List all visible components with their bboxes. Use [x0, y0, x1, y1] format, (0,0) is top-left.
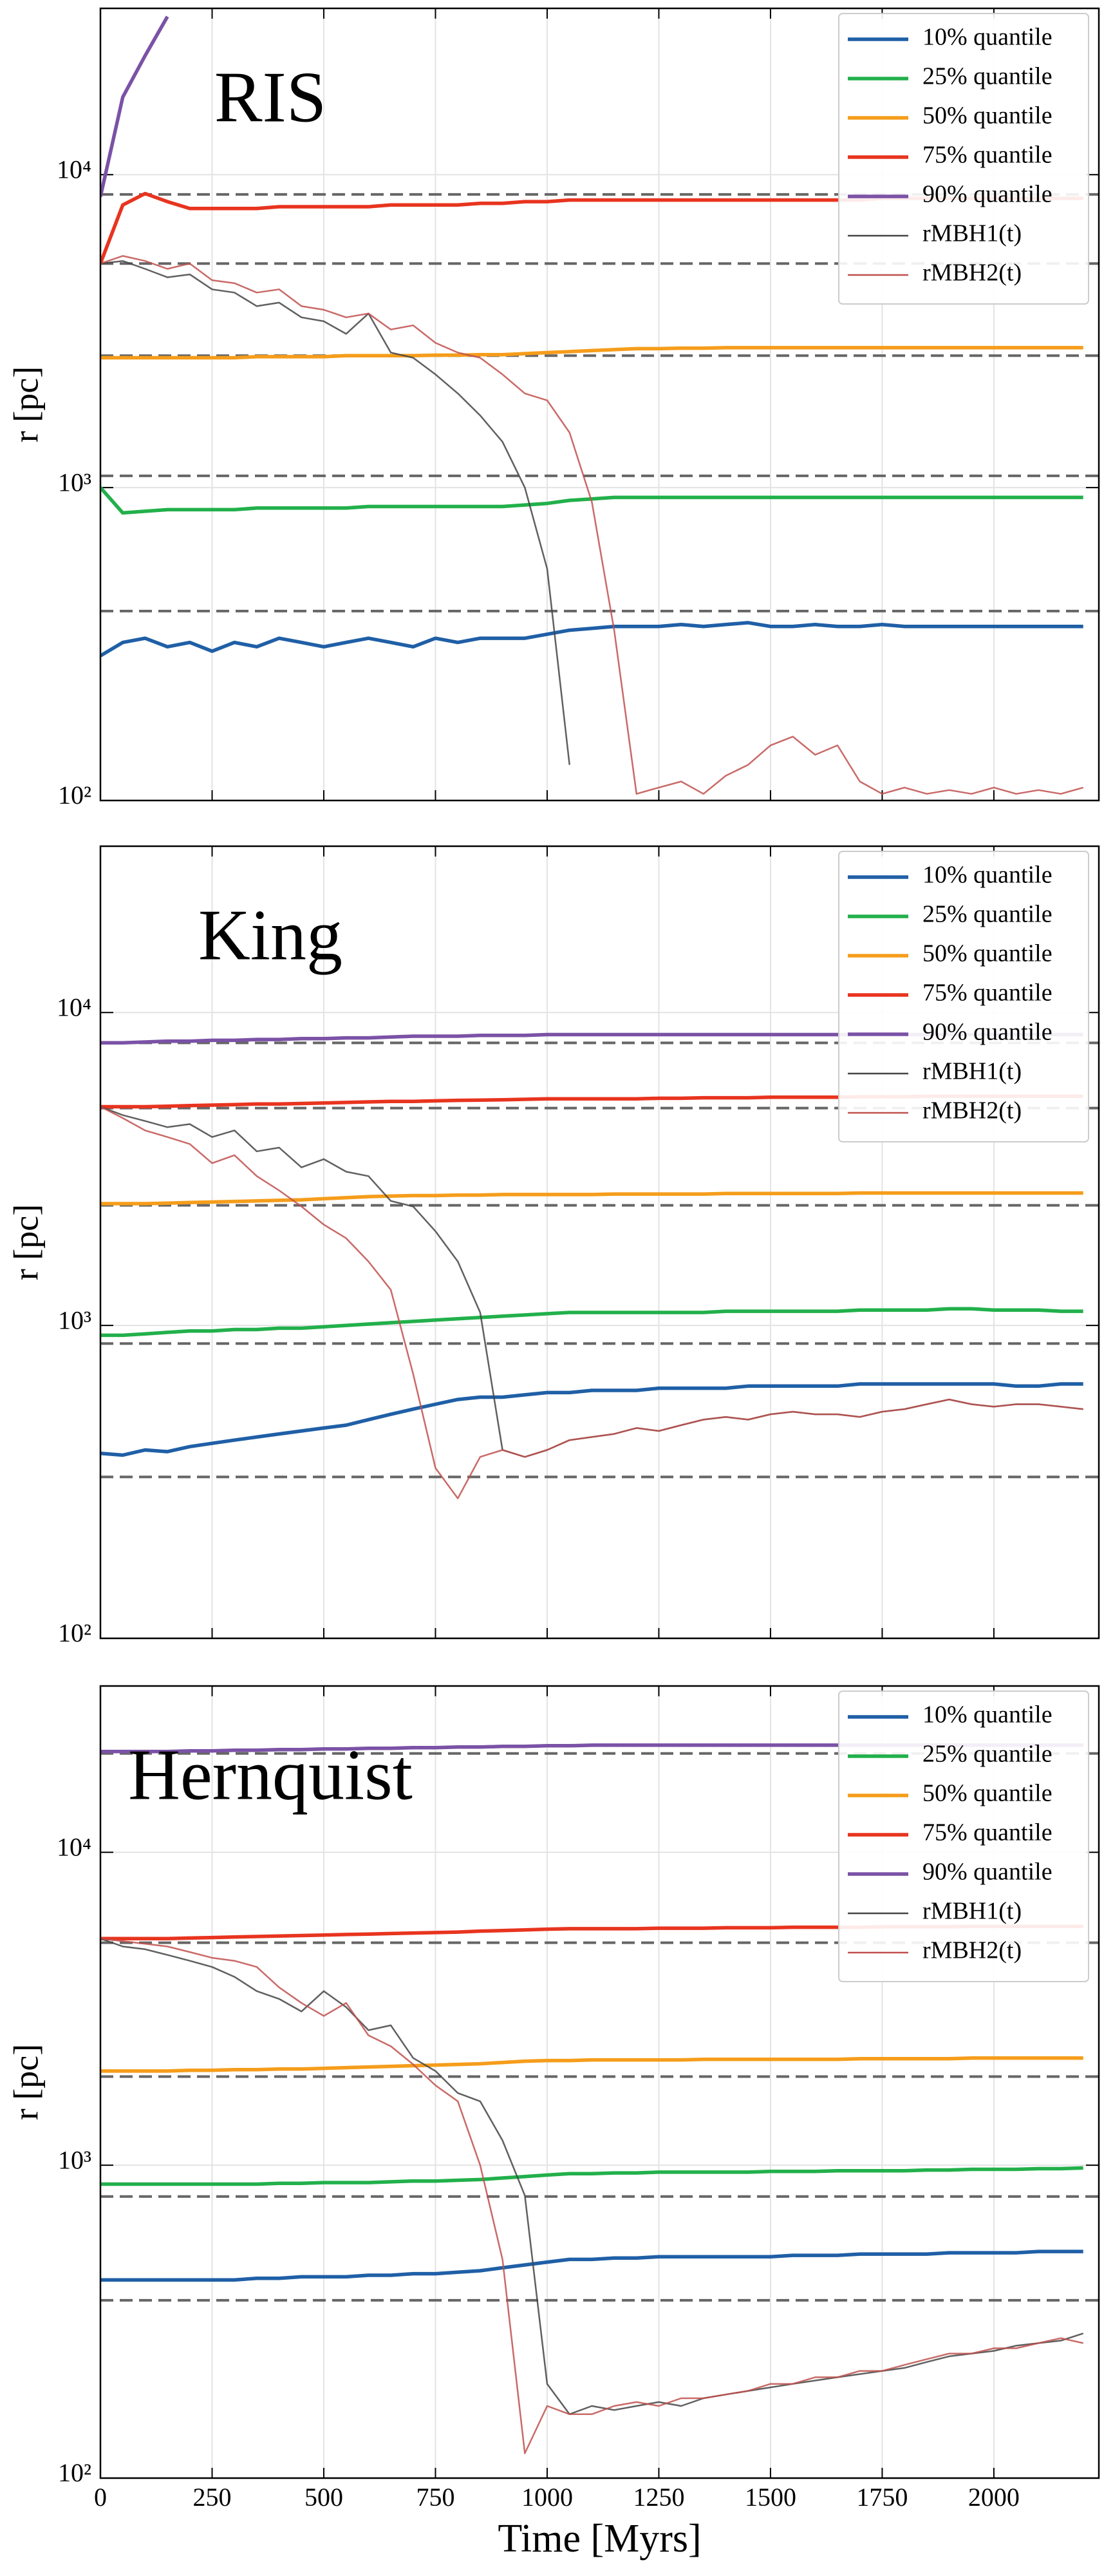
y-tick-label: 10³ [58, 1305, 91, 1334]
plot-frame [99, 845, 1100, 1640]
legend-label: 90% quantile [922, 1019, 1053, 1046]
legend-label: 50% quantile [922, 102, 1053, 129]
legend-label: rMBH1(t) [922, 1898, 1022, 1925]
panel-title: RIS [214, 58, 326, 138]
legend: 10% quantile 25% quantile 50% quantile 75% … [838, 1690, 1089, 1982]
series-line [100, 1382, 1083, 1457]
y-tick-label: 10⁴ [57, 155, 91, 184]
y-tick-label: 10² [58, 2458, 91, 2487]
panel-title: Hernquist [128, 1736, 413, 1815]
legend-label: 25% quantile [922, 1741, 1053, 1768]
x-axis-label: Time [Myrs] [498, 2517, 701, 2561]
legend-label: rMBH2(t) [922, 260, 1022, 287]
series-line [100, 346, 1083, 360]
legend-box [838, 851, 1089, 1142]
series-line [100, 486, 1083, 515]
x-tick-label: 750 [416, 2483, 454, 2512]
series-line [100, 2249, 1083, 2282]
legend-label: 25% quantile [922, 63, 1053, 90]
legend: 10% quantile 25% quantile 50% quantile 75% … [838, 13, 1089, 305]
y-tick-label: 10⁴ [57, 992, 91, 1021]
series-line [100, 260, 570, 765]
y-axis-label: r [pc] [6, 2044, 45, 2120]
series-line [100, 1307, 1083, 1338]
panel: 0 250 500 750 1000 1250 1500 1750 2000 10² 10³ 10⁴ H… [6, 1685, 1100, 2561]
legend-box [838, 13, 1089, 305]
x-tick-label: 1500 [745, 2483, 796, 2512]
x-tick-label: 500 [304, 2483, 343, 2512]
y-tick-label: 10⁴ [57, 1832, 91, 1861]
legend-label: 10% quantile [922, 862, 1053, 889]
plot-frame [99, 7, 1100, 802]
y-axis-label: r [pc] [6, 366, 45, 442]
legend: 10% quantile 25% quantile 50% quantile 75% … [838, 851, 1089, 1142]
legend-box [838, 1690, 1089, 1982]
legend-label: 90% quantile [922, 1859, 1053, 1886]
series-line [100, 1937, 1083, 2454]
plot-area [100, 1032, 1083, 1499]
y-tick-label: 10³ [58, 2145, 91, 2174]
series-line [100, 15, 169, 198]
plot-frame [99, 1685, 1100, 2479]
legend-label: rMBH2(t) [922, 1937, 1022, 1964]
legend-label: 75% quantile [922, 142, 1053, 169]
legend-label: 75% quantile [922, 980, 1053, 1007]
legend-label: 50% quantile [922, 940, 1053, 967]
x-tick-label: 1000 [521, 2483, 573, 2512]
x-tick-label: 1750 [856, 2483, 908, 2512]
legend-label: 75% quantile [922, 1819, 1053, 1846]
legend-label: rMBH2(t) [922, 1097, 1022, 1124]
series-line [100, 2166, 1083, 2186]
series-line [100, 1106, 1083, 1499]
x-tick-label: 0 [94, 2483, 107, 2512]
legend-label: 90% quantile [922, 181, 1053, 208]
legend-label: 10% quantile [922, 1701, 1053, 1728]
series-line [100, 255, 1084, 795]
series-line [100, 2056, 1083, 2073]
panel: 10² 10³ 10⁴ RIS r [pc] 10% quantile 25% quanti… [6, 7, 1100, 810]
series-line [100, 1938, 1084, 2416]
y-tick-label: 10² [58, 781, 91, 810]
legend-label: 10% quantile [922, 24, 1053, 51]
y-tick-label: 10³ [58, 468, 91, 497]
series-line [100, 1191, 1083, 1206]
legend-label: rMBH1(t) [922, 1058, 1022, 1085]
plot-area [100, 15, 1084, 795]
x-tick-label: 2000 [968, 2483, 1020, 2512]
x-tick-label: 1250 [633, 2483, 684, 2512]
panel: 10² 10³ 10⁴ King r [pc] 10% quantile 25% quant… [6, 845, 1100, 1647]
y-axis-label: r [pc] [6, 1204, 45, 1280]
x-tick-label: 250 [192, 2483, 231, 2512]
panel-title: King [198, 896, 342, 976]
legend-label: 50% quantile [922, 1780, 1053, 1807]
y-tick-label: 10² [58, 1618, 91, 1647]
series-line [100, 621, 1083, 658]
legend-label: 25% quantile [922, 901, 1053, 928]
legend-label: rMBH1(t) [922, 220, 1022, 247]
